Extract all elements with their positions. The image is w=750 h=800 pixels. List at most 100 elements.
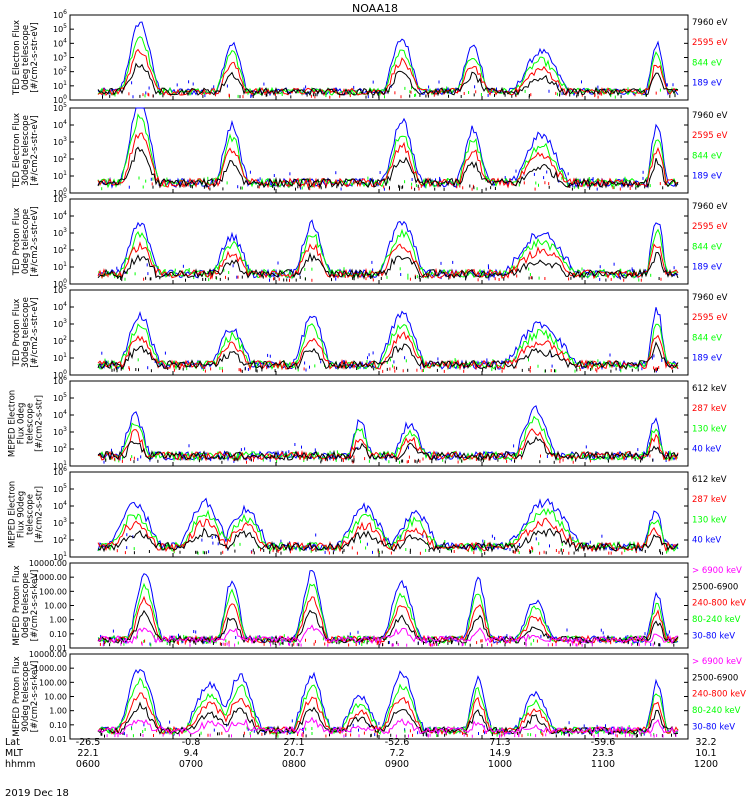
- legend-entry: > 6900 keV: [692, 657, 742, 667]
- panel-frame: [69, 653, 689, 740]
- panels: 100 101 102 103 104 105 106 TED Electron Flux0d…: [8, 9, 747, 744]
- legend-entry: 2500-6900: [692, 673, 738, 683]
- footer-row-label: hhmm: [5, 759, 36, 770]
- y-tick-label: 100.00: [39, 587, 67, 596]
- y-tick-label: 106: [53, 9, 67, 20]
- y-tick-label: 10.00: [44, 693, 67, 702]
- series-black: [97, 251, 679, 280]
- y-tick-label: 106: [53, 375, 67, 386]
- legend-entry: 7960 eV: [692, 202, 728, 212]
- series-red: [97, 692, 679, 736]
- footer-value: 32.2: [695, 737, 716, 748]
- y-tick-label: 102: [53, 443, 67, 454]
- panel-3: 100 101 102 103 104 105 TED Proton Flux0deg te…: [12, 193, 728, 289]
- series-green: [97, 582, 679, 645]
- y-tick-label: 104: [53, 500, 67, 511]
- y-tick-label: 105: [53, 193, 67, 204]
- y-tick-label: 0.10: [49, 721, 67, 730]
- y-tick-label: 104: [53, 409, 67, 420]
- y-tick-label: 1.00: [49, 707, 67, 716]
- panel-5: 101 102 103 104 105 106 MEPED ElectronFlux 0de…: [8, 375, 727, 471]
- y-tick-label: 100: [53, 369, 67, 380]
- series-black: [97, 341, 679, 371]
- footer-row-label: MLT: [5, 748, 23, 759]
- footer-value: 0600: [76, 759, 100, 770]
- y-tick-label: 104: [53, 37, 67, 48]
- footer-value: -26.5: [76, 737, 101, 748]
- legend-entry: 7960 eV: [692, 293, 728, 303]
- y-axis-label: TED Proton Flux0deg telescope[#/cm2-s-st…: [12, 206, 40, 276]
- series-magenta: [97, 624, 679, 645]
- legend-entry: 189 eV: [692, 172, 722, 182]
- footer-value: 14.9: [489, 748, 510, 759]
- legend-entry: 612 keV: [692, 384, 727, 394]
- series-red: [97, 48, 679, 97]
- footer-value: 23.3: [592, 748, 613, 759]
- legend-entry: 2595 eV: [692, 131, 728, 141]
- y-tick-label: 102: [53, 244, 67, 255]
- y-tick-label: 105: [53, 284, 67, 295]
- legend-entry: 7960 eV: [692, 111, 728, 121]
- y-tick-label: 103: [53, 318, 67, 329]
- y-tick-label: 105: [53, 392, 67, 403]
- footer-value: 10.1: [695, 748, 716, 759]
- y-tick-label: 101: [53, 352, 67, 363]
- y-tick-label: 0.01: [49, 644, 67, 653]
- y-axis-label: MEPED Proton Flux0deg telescope[#/cm2-s-…: [12, 565, 40, 645]
- footer-row-label: Lat: [5, 737, 20, 748]
- y-axis-label: MEPED ElectronFlux 0degtelescope[#/cm2-s…: [8, 390, 45, 457]
- y-tick-label: 101: [53, 170, 67, 181]
- footer-value: 1100: [591, 759, 615, 770]
- legend-entry: 844 eV: [692, 151, 722, 161]
- orbit-footer: Lat -26.5 -0.8 27.1 -52.6 71.3 -59.6 32.2 MLT 22.…: [5, 737, 718, 770]
- legend-entry: 40 keV: [692, 445, 721, 455]
- legend-entry: 189 eV: [692, 79, 722, 89]
- y-tick-label: 103: [53, 136, 67, 147]
- legend-entry: 7960 eV: [692, 18, 728, 28]
- panel-1: 100 101 102 103 104 105 106 TED Electron Flux0d…: [12, 9, 728, 105]
- legend-entry: 240-800 keV: [692, 599, 746, 609]
- y-tick-label: 103: [53, 227, 67, 238]
- y-tick-label: 102: [53, 153, 67, 164]
- series-red: [97, 428, 679, 462]
- legend-entry: 80-240 keV: [692, 706, 741, 716]
- legend-entry: 2595 eV: [692, 313, 728, 323]
- y-tick-label: 102: [53, 534, 67, 545]
- date-label: 2019 Dec 18: [5, 788, 69, 799]
- footer-value: 20.7: [283, 748, 304, 759]
- y-tick-label: 105: [53, 102, 67, 113]
- series-red: [97, 517, 679, 553]
- y-tick-label: 102: [53, 66, 67, 77]
- footer-value: 7.2: [389, 748, 404, 759]
- footer-value: 0700: [179, 759, 203, 770]
- y-tick-label: 10000.00: [29, 650, 67, 659]
- legend-entry: 130 keV: [692, 424, 727, 434]
- y-tick-label: 102: [53, 335, 67, 346]
- legend-entry: > 6900 keV: [692, 566, 742, 576]
- series-magenta: [97, 716, 679, 736]
- y-tick-label: 101: [53, 80, 67, 91]
- panel-4: 100 101 102 103 104 105 TED Proton Flux30deg t…: [12, 284, 728, 380]
- legend-entry: 240-800 keV: [692, 690, 746, 700]
- y-tick-label: 101: [53, 551, 67, 562]
- footer-value: 1000: [488, 759, 512, 770]
- legend-entry: 844 eV: [692, 242, 722, 252]
- y-tick-label: 100: [53, 187, 67, 198]
- legend-entry: 30-80 keV: [692, 631, 735, 641]
- plot-title: NOAA18: [352, 2, 398, 15]
- series-blue: [97, 668, 679, 736]
- footer-value: -0.8: [182, 737, 201, 748]
- y-tick-label: 1000.00: [34, 664, 67, 673]
- legend-entry: 40 keV: [692, 536, 721, 546]
- footer-value: 0900: [385, 759, 409, 770]
- y-tick-label: 100: [53, 278, 67, 289]
- y-axis-label: MEPED ElectronFlux 90degtelescope[#/cm2-…: [8, 481, 45, 548]
- legend-entry: 287 keV: [692, 495, 727, 505]
- series-blue: [97, 307, 679, 371]
- series-black: [97, 527, 679, 553]
- series-black: [97, 62, 679, 97]
- legend-entry: 189 eV: [692, 354, 722, 364]
- y-tick-label: 103: [53, 52, 67, 63]
- legend-entry: 189 eV: [692, 263, 722, 273]
- series-black: [97, 701, 679, 736]
